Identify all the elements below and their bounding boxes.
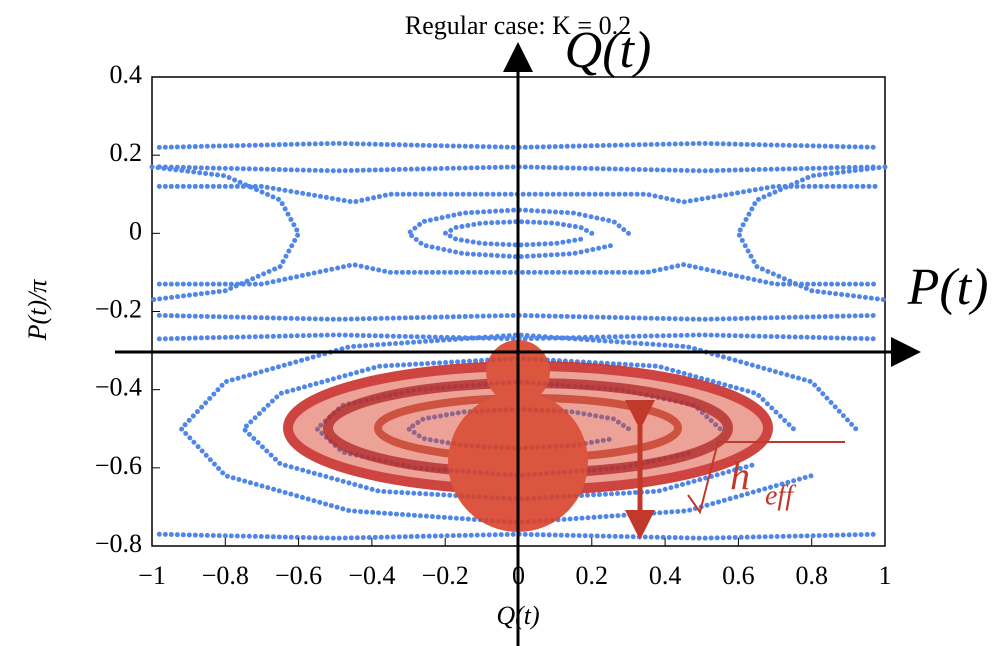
y-tick-label: −0.4 bbox=[95, 373, 142, 402]
h-label: h bbox=[730, 453, 750, 498]
y-tick-label: −0.6 bbox=[95, 451, 142, 480]
h-subscript: eff bbox=[765, 480, 796, 511]
sqrt-sign bbox=[687, 441, 845, 515]
x-axis-label: Q(t) bbox=[496, 601, 539, 630]
x-tick-label: −0.6 bbox=[275, 561, 322, 590]
orbit-points bbox=[404, 207, 631, 260]
y-tick-label: 0.4 bbox=[110, 60, 143, 89]
x-tick-label: −1 bbox=[138, 561, 166, 590]
overlay bbox=[283, 340, 773, 532]
y-tick-label: −0.8 bbox=[95, 529, 142, 558]
x-tick-label: −0.8 bbox=[202, 561, 249, 590]
y-tick-label: 0 bbox=[129, 216, 142, 245]
orbit-points bbox=[149, 164, 302, 303]
x-tick-label: 1 bbox=[879, 561, 892, 590]
x-tick-label: −0.4 bbox=[348, 561, 395, 590]
y-axis-label: P(t)/π bbox=[23, 279, 52, 342]
x-tick-label: 0.2 bbox=[576, 561, 609, 590]
y-tick-label: −0.2 bbox=[95, 294, 142, 323]
x-tick-label: 0.6 bbox=[722, 561, 755, 590]
p-overlay-label: P(t) bbox=[907, 259, 989, 316]
x-tick-label: 0.4 bbox=[649, 561, 682, 590]
x-tick-label: −0.2 bbox=[422, 561, 469, 590]
y-tick-label: 0.2 bbox=[110, 138, 143, 167]
orbit-points bbox=[735, 164, 888, 303]
chart-title: Regular case: K = 0.2 bbox=[405, 11, 631, 40]
x-tick-label: 0 bbox=[512, 561, 525, 590]
q-overlay-label: Q(t) bbox=[565, 22, 652, 79]
orbit-points bbox=[439, 219, 595, 248]
x-tick-label: 0.8 bbox=[795, 561, 828, 590]
